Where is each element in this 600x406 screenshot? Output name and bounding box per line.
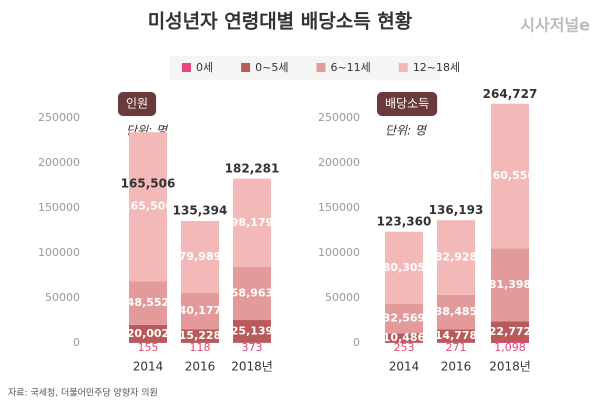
y-tick-label: 200000 <box>38 156 80 169</box>
data-label: 38,485 <box>435 305 477 318</box>
bar-segment <box>491 321 529 343</box>
data-label: 25,139 <box>231 324 273 337</box>
data-label: 253 <box>394 341 415 354</box>
bar-segment <box>437 329 475 343</box>
bar-segment <box>233 320 271 343</box>
legend-label: 0~5세 <box>255 61 288 74</box>
bar-segment <box>129 324 167 343</box>
data-label: 271 <box>446 341 467 354</box>
legend-swatch <box>241 63 251 72</box>
data-label: 48,552 <box>127 296 169 309</box>
bar-segment <box>233 266 271 321</box>
bar-segment <box>385 304 423 334</box>
chart-title: 미성년자 연령대별 배당소득 현황 <box>148 10 413 33</box>
y-tick-label: 0 <box>353 336 360 349</box>
total-label: 264,727 <box>483 87 538 101</box>
total-label: 123,360 <box>377 214 432 228</box>
y-tick-label: 50000 <box>45 291 80 304</box>
data-label: 98,179 <box>231 216 273 229</box>
bar-segment <box>181 329 219 343</box>
data-label: 160,556 <box>485 169 535 182</box>
data-label: 165,506 <box>123 200 173 213</box>
data-label: 373 <box>242 341 263 354</box>
data-label: 20,002 <box>127 327 169 340</box>
y-tick-label: 250000 <box>318 111 360 124</box>
x-tick-label: 2018년 <box>231 360 273 374</box>
x-tick-label: 2018년 <box>489 360 531 374</box>
total-label: 135,394 <box>173 204 228 218</box>
y-tick-label: 100000 <box>318 246 360 259</box>
panel-label-box <box>377 92 438 116</box>
bar-segment <box>129 281 167 325</box>
legend-swatch <box>398 63 408 72</box>
legend-swatch <box>316 63 326 72</box>
legend-label: 0세 <box>196 61 213 74</box>
bar-segment <box>437 294 475 330</box>
data-label: 1,098 <box>494 341 526 354</box>
x-tick-label: 2016 <box>185 360 216 374</box>
x-tick-label: 2014 <box>133 360 164 374</box>
bar-segment <box>233 178 271 267</box>
bar-segment <box>129 132 167 282</box>
data-label: 10,486 <box>383 331 426 344</box>
data-label: 81,398 <box>489 278 531 291</box>
y-tick-label: 50000 <box>325 291 360 304</box>
bar-segment <box>491 248 529 322</box>
legend-box <box>170 56 440 80</box>
panel-label: 인원 <box>126 97 148 111</box>
bar-segment <box>385 231 423 305</box>
data-label: 15,228 <box>179 329 221 342</box>
total-label: 165,506 <box>121 177 176 191</box>
bar-stack <box>233 178 271 343</box>
bar-stack <box>437 220 475 343</box>
data-label: 58,963 <box>231 287 273 300</box>
bar-segment <box>437 220 475 295</box>
total-label: 182,281 <box>225 161 280 175</box>
x-tick-label: 2016 <box>441 360 472 374</box>
bar-stack <box>491 103 529 343</box>
x-tick-label: 2014 <box>389 360 420 374</box>
data-label: 118 <box>190 341 211 354</box>
legend-label: 12~18세 <box>413 61 460 74</box>
data-label: 22,772 <box>489 325 531 338</box>
bar-stack <box>181 221 219 343</box>
bar-stack <box>385 231 423 343</box>
y-tick-label: 0 <box>73 336 80 349</box>
data-label: 80,305 <box>383 261 425 274</box>
data-label: 40,177 <box>179 304 221 317</box>
panel-label-box <box>118 92 157 116</box>
bar-segment <box>385 333 423 343</box>
data-label: 155 <box>138 341 159 354</box>
legend-label: 6~11세 <box>330 61 370 74</box>
unit-label: 단위: 명 <box>385 124 428 138</box>
bar-segment <box>491 103 529 249</box>
logo: 시사저널e <box>520 16 590 35</box>
y-tick-label: 250000 <box>38 111 80 124</box>
y-tick-label: 200000 <box>318 156 360 169</box>
bar-segment <box>181 293 219 330</box>
data-label: 32,569 <box>383 312 425 325</box>
source: 자료: 국세청, 더불어민주당 양향자 의원 <box>8 387 158 399</box>
legend-swatch <box>182 63 191 72</box>
y-tick-label: 100000 <box>38 246 80 259</box>
data-label: 14,778 <box>435 329 477 342</box>
panel-label: 배당소득 <box>385 97 429 111</box>
y-tick-label: 150000 <box>38 201 80 214</box>
bar-stack <box>129 132 167 343</box>
total-label: 136,193 <box>429 203 484 217</box>
bar-segment <box>181 221 219 294</box>
data-label: 79,989 <box>179 250 221 263</box>
bar-segment <box>491 342 529 343</box>
y-tick-label: 150000 <box>318 201 360 214</box>
data-label: 82,928 <box>435 251 477 264</box>
